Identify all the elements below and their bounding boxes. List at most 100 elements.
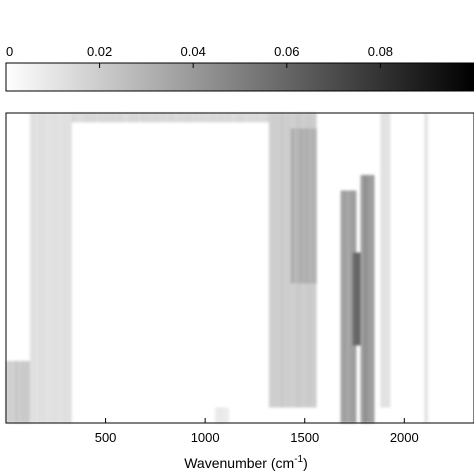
heatmap-streak bbox=[144, 113, 146, 123]
colorbar-tick-label: 0.02 bbox=[87, 44, 112, 59]
heatmap-streak bbox=[312, 128, 314, 284]
heatmap-streak bbox=[129, 113, 131, 123]
heatmap-band bbox=[6, 361, 30, 423]
heatmap-streak bbox=[126, 113, 128, 123]
heatmap-streak bbox=[48, 113, 50, 423]
heatmap-streak bbox=[28, 361, 29, 423]
heatmap-streak bbox=[159, 113, 161, 123]
x-axis-title-superscript: -1 bbox=[294, 454, 303, 465]
heatmap-streak bbox=[222, 407, 224, 423]
heatmap-band bbox=[215, 407, 230, 423]
heatmap-streak bbox=[356, 252, 358, 346]
colorbar-tick-label: 0.04 bbox=[181, 44, 206, 59]
heatmap-streak bbox=[177, 113, 179, 123]
heatmap-streak bbox=[105, 113, 107, 123]
heatmap-streak bbox=[81, 113, 83, 123]
x-tick-label: 1000 bbox=[191, 430, 220, 445]
heatmap-streak bbox=[147, 113, 149, 123]
heatmap-streak bbox=[216, 407, 218, 423]
x-axis-title-main: Wavenumber (cm bbox=[184, 455, 294, 471]
heatmap-streak bbox=[51, 113, 53, 423]
heatmap-streak bbox=[219, 113, 221, 123]
heatmap-streak bbox=[367, 175, 369, 423]
heatmap-streak bbox=[102, 113, 104, 123]
heatmap-streak bbox=[303, 128, 305, 284]
heatmap-streak bbox=[33, 113, 35, 423]
heatmap-streak bbox=[269, 113, 271, 408]
plot-frame bbox=[5, 112, 474, 424]
heatmap-streak bbox=[361, 175, 363, 423]
heatmap-streak bbox=[243, 113, 245, 123]
heatmap-streak bbox=[180, 113, 182, 123]
heatmap-streak bbox=[111, 113, 113, 123]
heatmap-streak bbox=[87, 113, 89, 123]
heatmap-streak bbox=[255, 113, 257, 123]
heatmap-streak bbox=[222, 113, 224, 123]
heatmap-streak bbox=[150, 113, 152, 123]
heatmap-streak bbox=[153, 113, 155, 123]
heatmap-streak bbox=[219, 407, 221, 423]
heatmap-streak bbox=[306, 128, 308, 284]
heatmap-streak bbox=[341, 190, 343, 423]
heatmap-streak bbox=[204, 113, 206, 123]
heatmap-streak bbox=[54, 113, 56, 423]
heatmap-streak bbox=[370, 175, 372, 423]
heatmap-streak bbox=[39, 113, 41, 423]
x-axis-ticks: 500 1000 1500 2000 bbox=[95, 418, 419, 445]
heatmap-streak bbox=[156, 113, 158, 123]
colorbar-tick-label: 0 bbox=[6, 44, 13, 59]
x-axis-title: Wavenumber (cm-1) bbox=[184, 454, 308, 471]
colorbar-tick-label: 0.06 bbox=[274, 44, 299, 59]
x-tick-label: 500 bbox=[95, 430, 117, 445]
heatmap-streak bbox=[186, 113, 188, 123]
heatmap-streak bbox=[174, 113, 176, 123]
heatmap-streak bbox=[36, 113, 38, 423]
heatmap-streak bbox=[344, 190, 346, 423]
heatmap-streak bbox=[252, 113, 254, 123]
heatmap-streak bbox=[249, 113, 251, 123]
heatmap-band bbox=[360, 175, 375, 423]
heatmap-streak bbox=[264, 113, 266, 123]
heatmap-streak bbox=[353, 252, 355, 346]
heatmap-band bbox=[352, 252, 365, 346]
heatmap-streak bbox=[246, 113, 248, 123]
x-tick-label: 1500 bbox=[290, 430, 319, 445]
heatmap-streak bbox=[72, 113, 74, 123]
heatmap-streak bbox=[7, 361, 8, 423]
colorbar-gradient bbox=[5, 62, 474, 92]
heatmap-streak bbox=[425, 113, 427, 423]
heatmap-streak bbox=[350, 190, 352, 423]
heatmap-streak bbox=[66, 113, 68, 423]
heatmap-streak bbox=[201, 113, 203, 123]
x-tick-label: 2000 bbox=[390, 430, 419, 445]
heatmap-streak bbox=[287, 113, 289, 408]
heatmap-streak bbox=[42, 113, 44, 423]
heatmap-streak bbox=[135, 113, 137, 123]
heatmap-streak bbox=[78, 113, 80, 123]
heatmap-streak bbox=[123, 113, 125, 123]
heatmap-streak bbox=[216, 113, 218, 123]
heatmap-streak bbox=[69, 113, 71, 423]
plot-background bbox=[6, 113, 474, 423]
heatmap-streak bbox=[384, 113, 386, 408]
heatmap-streak bbox=[231, 113, 233, 123]
heatmap-streak bbox=[96, 113, 98, 123]
heatmap-streak bbox=[281, 113, 283, 408]
heatmap-streak bbox=[364, 175, 366, 423]
heatmap-streak bbox=[261, 113, 263, 123]
heatmap-streak bbox=[297, 128, 299, 284]
heatmap-streak bbox=[63, 113, 65, 423]
heatmap-streak bbox=[225, 407, 227, 423]
heatmap-streak bbox=[198, 113, 200, 123]
heatmap-streak bbox=[171, 113, 173, 123]
heatmap-streak bbox=[228, 113, 230, 123]
heatmap-streak bbox=[75, 113, 77, 123]
heatmap-streak bbox=[315, 128, 317, 284]
plot-area: 500 1000 1500 2000 bbox=[5, 112, 474, 445]
heatmap-streak bbox=[120, 113, 122, 123]
heatmap-bands bbox=[6, 113, 429, 423]
heatmap-streak bbox=[183, 113, 185, 123]
heatmap-streak bbox=[60, 113, 62, 423]
heatmap-streak bbox=[13, 361, 14, 423]
heatmap-streak bbox=[207, 113, 209, 123]
